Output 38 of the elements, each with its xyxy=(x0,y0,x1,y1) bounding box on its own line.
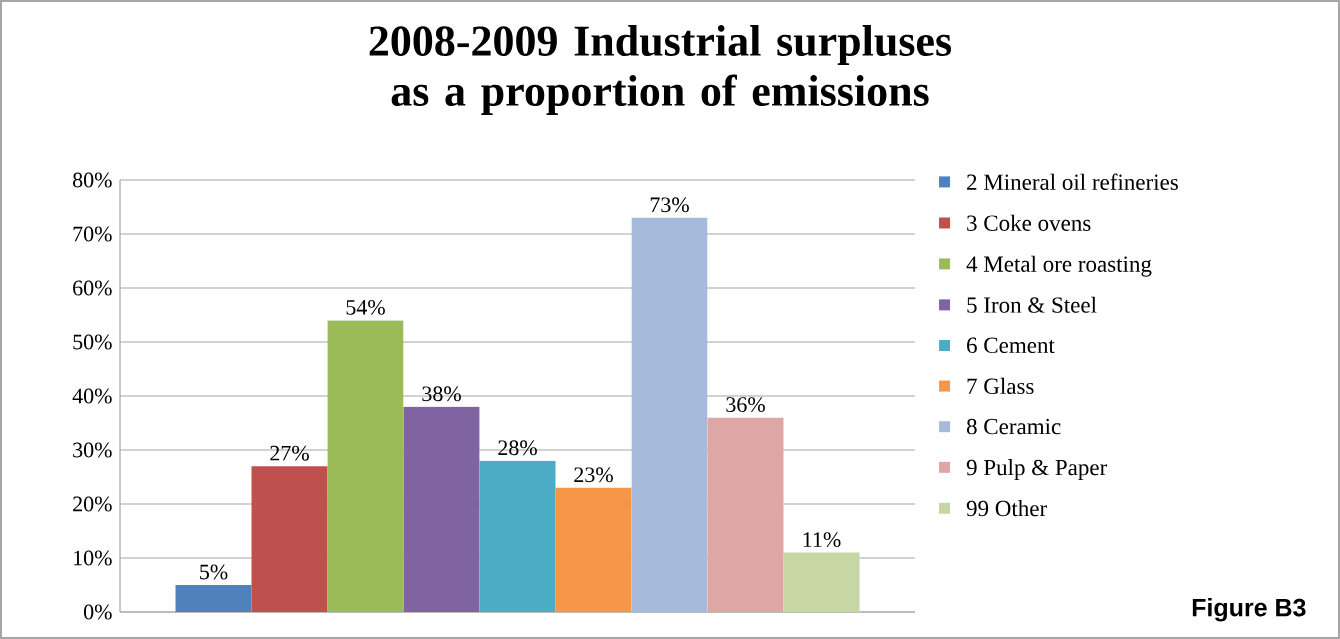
chart-title: 2008-2009 Industrial surpluses as a proportion of emissions xyxy=(369,25,952,115)
data-label: 11% xyxy=(803,532,841,548)
legend-label: 3 Coke ovens xyxy=(967,214,1091,231)
legend-label: 2 Mineral oil refineries xyxy=(967,173,1178,190)
y-tick-label: 20% xyxy=(73,496,112,512)
data-label: 38% xyxy=(422,386,461,402)
bar xyxy=(555,487,632,612)
y-tick-label: 30% xyxy=(73,442,112,458)
data-label: 23% xyxy=(574,467,613,483)
y-tick-label: 40% xyxy=(72,388,112,404)
data-label: 5% xyxy=(200,564,228,580)
data-label: 54% xyxy=(346,299,385,315)
bar xyxy=(403,406,480,612)
bar xyxy=(631,217,708,612)
legend-label: 9 Pulp & Paper xyxy=(966,459,1108,480)
bar xyxy=(327,320,404,612)
bar xyxy=(175,584,252,612)
bar xyxy=(479,460,556,612)
y-tick-label: 60% xyxy=(73,280,112,296)
legend-label: 4 Metal ore roasting xyxy=(966,255,1152,277)
y-tick-label: 10% xyxy=(74,550,112,566)
data-label: 27% xyxy=(270,445,309,461)
y-tick-label: 70% xyxy=(73,226,112,242)
data-label: 36% xyxy=(726,397,765,413)
y-tick-label: 50% xyxy=(73,334,112,350)
data-label: 73% xyxy=(650,197,689,213)
bar xyxy=(783,552,860,612)
legend-label: 7 Glass xyxy=(967,377,1034,395)
legend-label: 99 Other xyxy=(966,500,1047,517)
legend-label: 5 Iron & Steel xyxy=(967,296,1097,313)
bar xyxy=(251,466,328,612)
bar xyxy=(707,417,784,612)
data-label: 28% xyxy=(498,440,537,456)
legend-label: 8 Ceramic xyxy=(966,418,1061,435)
y-tick-label: 0% xyxy=(83,604,112,620)
caption: Figure B3 xyxy=(1192,598,1306,622)
legend-label: 6 Cement xyxy=(967,337,1055,354)
y-tick-label: 80% xyxy=(72,172,112,188)
